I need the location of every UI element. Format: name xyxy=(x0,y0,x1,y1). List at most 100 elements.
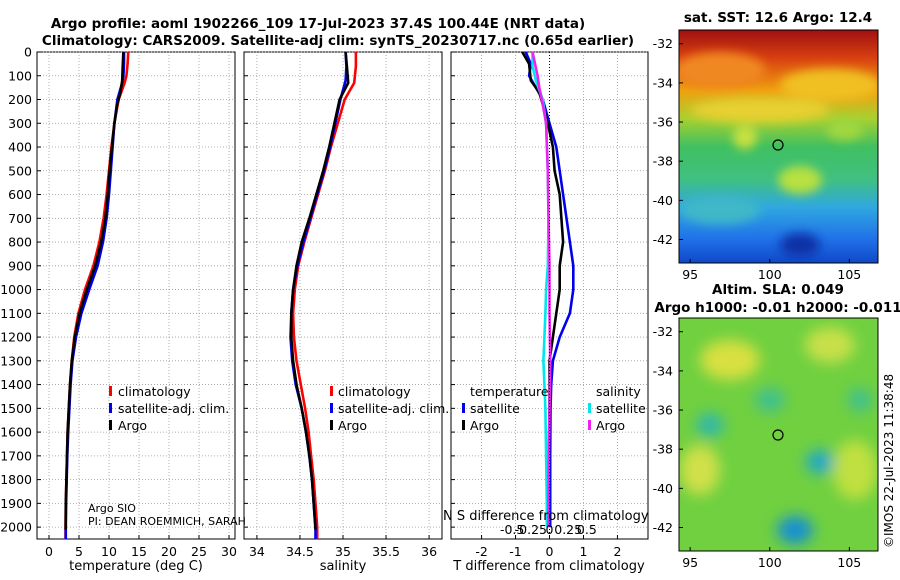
depth-tick-label: 1300 xyxy=(0,353,32,368)
sst-argo-location xyxy=(772,139,784,151)
map-lat-label: -38 xyxy=(653,442,673,457)
depth-tick-label: 1200 xyxy=(0,330,32,345)
map-lon-label: 105 xyxy=(837,555,861,570)
depth-tick-label: 1000 xyxy=(0,282,32,297)
map-lon-label: 95 xyxy=(682,267,698,282)
x-tick-label: 30 xyxy=(221,544,237,559)
legend-label-climatology: climatology xyxy=(118,384,191,399)
depth-tick-label: 0 xyxy=(24,45,32,60)
x-tick-label: 34 xyxy=(249,544,265,559)
grid-layer xyxy=(37,51,648,539)
sla-map-ticks: -32 -34 -36 -38 -40 -42 95 100 105 xyxy=(653,324,862,570)
x-tick-label: 36 xyxy=(421,544,437,559)
legend-marker-s-satellite xyxy=(588,403,591,413)
sla-low-patch xyxy=(848,388,872,412)
x-tick-label: 2 xyxy=(613,544,621,559)
map-lat-label: -32 xyxy=(653,36,673,51)
depth-tick-label: 800 xyxy=(8,235,32,250)
sla-low-patch xyxy=(755,388,785,412)
legend-label-s-satellite: satellite xyxy=(596,401,646,416)
map-lat-label: -34 xyxy=(653,363,673,378)
legend-marker-s-argo xyxy=(588,420,591,430)
temperature-xlabel: temperature (deg C) xyxy=(69,559,203,574)
sla-low-patch xyxy=(696,413,724,437)
depth-tick-label: 1400 xyxy=(0,377,32,392)
map-lat-label: -42 xyxy=(653,520,673,535)
depth-tick-label: 100 xyxy=(8,68,32,83)
legend-marker-t-satellite xyxy=(462,403,465,413)
x-tick-label: 20 xyxy=(161,544,177,559)
temperature-legend: climatology satellite-adj. clim. Argo xyxy=(109,384,229,433)
depth-tick-label: 1600 xyxy=(0,425,32,440)
sst-cool-patch xyxy=(780,233,820,257)
depth-tick-label: 1700 xyxy=(0,448,32,463)
map-lat-label: -32 xyxy=(653,324,673,339)
sla-high-patch xyxy=(700,340,760,380)
sst-eddy xyxy=(827,120,863,140)
difference-legend: temperature salinity satellite Argo sate… xyxy=(462,384,646,433)
map-lat-label: -36 xyxy=(653,403,673,418)
salinity-diff-tick-label: 0.5 xyxy=(577,522,597,537)
map-lon-label: 95 xyxy=(682,555,698,570)
sla-map-frame xyxy=(678,317,879,552)
salinity-diff-label: N S difference from climatology xyxy=(443,509,649,524)
salinity-xlabel: salinity xyxy=(320,559,367,574)
depth-tick-label: 500 xyxy=(8,163,32,178)
series-layer xyxy=(64,51,575,539)
sst-map-title: sat. SST: 12.6 Argo: 12.4 xyxy=(684,10,872,26)
sla-argo-location xyxy=(772,429,784,441)
x-tick-label: 0 xyxy=(45,544,53,559)
depth-tick-label: 2000 xyxy=(0,520,32,535)
x-tick-label: 25 xyxy=(191,544,207,559)
salinity-legend: climatology satellite-adj. clim. Argo xyxy=(330,384,449,433)
legend-label-argo: Argo xyxy=(338,418,367,433)
depth-tick-label: 1100 xyxy=(0,306,32,321)
legend-marker-argo xyxy=(109,420,112,430)
x-tick-label: 35 xyxy=(335,544,351,559)
legend-marker-climatology xyxy=(330,386,333,396)
sst-cool-patch xyxy=(680,196,760,224)
depth-tick-label: 600 xyxy=(8,187,32,202)
sst-warm-patch xyxy=(780,69,878,101)
legend-label-satellite: satellite-adj. clim. xyxy=(118,401,229,416)
legend-label-climatology: climatology xyxy=(338,384,411,399)
sst-warm-patch xyxy=(690,98,830,122)
title-line-2: Climatology: CARS2009. Satellite-adj cli… xyxy=(42,33,634,49)
sst-map-frame xyxy=(678,29,879,264)
sla-low-patch xyxy=(777,516,813,544)
map-lon-label: 100 xyxy=(758,555,782,570)
sla-high-patch xyxy=(805,327,855,363)
depth-tick-label: 1900 xyxy=(0,496,32,511)
difference-xlabel: T difference from climatology xyxy=(452,559,645,574)
x-tick-label: 1 xyxy=(579,544,587,559)
legend-marker-t-argo xyxy=(462,420,465,430)
x-tick-label: 15 xyxy=(131,544,147,559)
legend-label-t-satellite: satellite xyxy=(470,401,520,416)
legend-marker-satellite xyxy=(330,403,333,413)
series-climatology xyxy=(64,51,130,539)
sst-warm-patch xyxy=(679,52,765,88)
series-s-argo xyxy=(531,51,552,528)
map-lat-label: -40 xyxy=(653,193,673,208)
map-lat-label: -36 xyxy=(653,115,673,130)
sst-eddy xyxy=(733,125,757,149)
map-lat-label: -34 xyxy=(653,75,673,90)
legend-label-satellite: satellite-adj. clim. xyxy=(338,401,449,416)
x-tick-label: -1 xyxy=(509,544,521,559)
x-tick-label: 34.5 xyxy=(286,544,314,559)
depth-tick-label: 300 xyxy=(8,116,32,131)
depth-tick-label: 400 xyxy=(8,140,32,155)
sst-map-ticks: -32 -34 -36 -38 -40 -42 95 100 105 xyxy=(653,36,862,282)
map-lat-label: -40 xyxy=(653,481,673,496)
map-lat-label: -38 xyxy=(653,154,673,169)
x-tick-label: 10 xyxy=(101,544,117,559)
salinity-diff-tick-label: -0.5 xyxy=(500,522,524,537)
axis-tick-layer: 0100200300400500600700800900100011001200… xyxy=(0,45,621,560)
map-lon-label: 100 xyxy=(758,267,782,282)
sla-high-patch xyxy=(680,445,720,495)
map-lon-label: 105 xyxy=(837,267,861,282)
legend-heading-salinity: salinity xyxy=(596,384,641,399)
title-line-1: Argo profile: aoml 1902266_109 17-Jul-20… xyxy=(51,16,585,32)
sla-map: Altim. SLA: 0.049 Argo h1000: -0.01 h200… xyxy=(653,282,900,570)
